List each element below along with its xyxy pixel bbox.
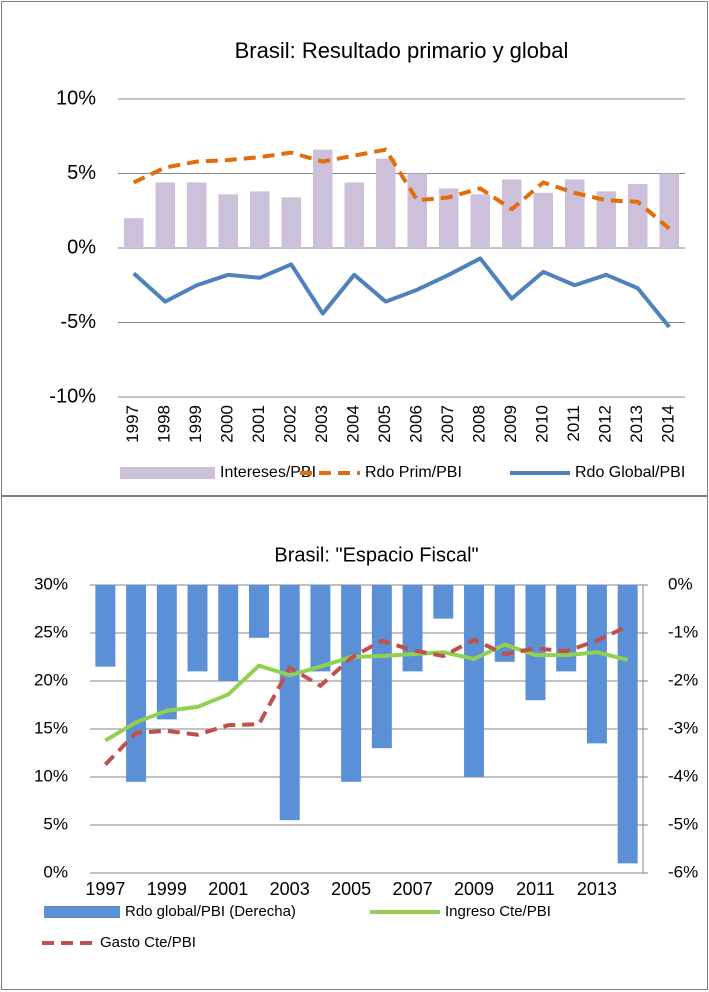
y-tick-label: 5% bbox=[67, 162, 96, 184]
bar bbox=[371, 585, 392, 749]
y2-tick-label: -5% bbox=[668, 814, 698, 833]
x-tick-label: 2013 bbox=[577, 879, 617, 899]
x-tick-label: 1999 bbox=[147, 879, 187, 899]
bar bbox=[407, 173, 428, 248]
y2-tick-label: -1% bbox=[668, 622, 698, 641]
bar bbox=[279, 585, 300, 821]
bar bbox=[556, 585, 577, 672]
bar bbox=[525, 585, 546, 701]
x-tick-label: 2011 bbox=[516, 879, 555, 899]
y-tick-label: 5% bbox=[43, 814, 68, 833]
y-tick-label: 10% bbox=[34, 766, 68, 785]
bar bbox=[312, 149, 333, 248]
bar bbox=[218, 585, 239, 681]
y-tick-label: 30% bbox=[34, 574, 68, 593]
bar bbox=[95, 585, 116, 667]
bar bbox=[627, 183, 648, 248]
x-tick-label: 2000 bbox=[218, 405, 237, 443]
x-tick-label: 2010 bbox=[533, 405, 552, 443]
legend-swatch bbox=[44, 906, 120, 918]
y-tick-label: 25% bbox=[34, 622, 68, 641]
x-tick-label: 2012 bbox=[596, 405, 615, 443]
bar bbox=[156, 585, 177, 720]
legend-swatch bbox=[120, 467, 215, 479]
x-tick-label: 2003 bbox=[312, 405, 331, 443]
x-tick-label: 2005 bbox=[331, 879, 371, 899]
x-tick-label: 2006 bbox=[407, 405, 426, 443]
x-tick-label: 2004 bbox=[344, 405, 363, 443]
line-series bbox=[132, 256, 671, 329]
x-tick-label: 2013 bbox=[627, 405, 646, 443]
x-tick-label: 2002 bbox=[281, 405, 300, 443]
bar bbox=[659, 173, 680, 248]
bar bbox=[617, 585, 638, 864]
x-tick-label: 2009 bbox=[454, 879, 494, 899]
x-tick-label: 2008 bbox=[470, 405, 489, 443]
bar bbox=[186, 182, 207, 248]
bar bbox=[564, 179, 585, 248]
y2-tick-label: -2% bbox=[668, 670, 698, 689]
x-tick-label: 2011 bbox=[564, 405, 583, 442]
y2-tick-label: -4% bbox=[668, 766, 698, 785]
bar bbox=[344, 182, 365, 248]
bar bbox=[494, 585, 515, 662]
legend-label: Gasto Cte/PBI bbox=[100, 934, 196, 951]
bar bbox=[249, 191, 270, 248]
y2-tick-label: -3% bbox=[668, 718, 698, 737]
y-tick-label: 15% bbox=[34, 718, 68, 737]
y-tick-label: 0% bbox=[43, 862, 68, 881]
x-tick-label: 1997 bbox=[85, 879, 125, 899]
x-tick-label: 2001 bbox=[208, 879, 248, 899]
legend-label: Rdo Prim/PBI bbox=[365, 464, 462, 481]
bar bbox=[586, 585, 607, 744]
y-tick-label: 20% bbox=[34, 670, 68, 689]
chart-title: Brasil: Resultado primario y global bbox=[235, 38, 569, 63]
bar bbox=[596, 191, 617, 248]
bar bbox=[433, 585, 454, 619]
x-tick-label: 2007 bbox=[393, 879, 433, 899]
y-tick-label: -5% bbox=[60, 311, 96, 333]
x-tick-label: 2001 bbox=[249, 405, 268, 443]
bar bbox=[470, 194, 491, 248]
bar bbox=[375, 158, 396, 248]
chart-title: Brasil: "Espacio Fiscal" bbox=[274, 544, 478, 566]
x-tick-label: 1997 bbox=[123, 405, 142, 443]
legend-label: Rdo global/PBI (Derecha) bbox=[125, 903, 296, 920]
line-series bbox=[104, 642, 629, 743]
bar bbox=[126, 585, 147, 782]
line-series bbox=[103, 624, 629, 766]
x-tick-label: 2005 bbox=[375, 405, 394, 443]
y-tick-label: 10% bbox=[56, 87, 96, 109]
bar bbox=[187, 585, 208, 672]
bar bbox=[218, 194, 239, 248]
x-tick-label: 2003 bbox=[270, 879, 310, 899]
y2-tick-label: -6% bbox=[668, 862, 698, 881]
x-tick-label: 2014 bbox=[659, 405, 678, 443]
bar bbox=[155, 182, 176, 248]
bar bbox=[533, 192, 554, 248]
bar bbox=[341, 585, 362, 782]
bar bbox=[310, 585, 331, 672]
legend-label: Ingreso Cte/PBI bbox=[445, 903, 551, 920]
x-tick-label: 1999 bbox=[186, 405, 205, 443]
panel-frame bbox=[1, 1, 708, 496]
x-tick-label: 2007 bbox=[438, 405, 457, 443]
bar bbox=[123, 218, 144, 248]
y2-tick-label: 0% bbox=[668, 574, 693, 593]
x-tick-label: 2009 bbox=[501, 405, 520, 443]
bar bbox=[402, 585, 423, 672]
x-tick-label: 1998 bbox=[155, 405, 174, 443]
bar bbox=[281, 197, 302, 248]
panel-frame bbox=[1, 496, 708, 990]
y-tick-label: -10% bbox=[49, 385, 96, 407]
bar bbox=[501, 179, 522, 248]
legend-label: Intereses/PBI bbox=[220, 464, 316, 481]
legend-label: Rdo Global/PBI bbox=[575, 464, 685, 481]
line-series bbox=[132, 147, 671, 231]
y-tick-label: 0% bbox=[67, 236, 96, 258]
bar bbox=[248, 585, 269, 638]
bar bbox=[438, 188, 459, 248]
bar bbox=[464, 585, 485, 777]
